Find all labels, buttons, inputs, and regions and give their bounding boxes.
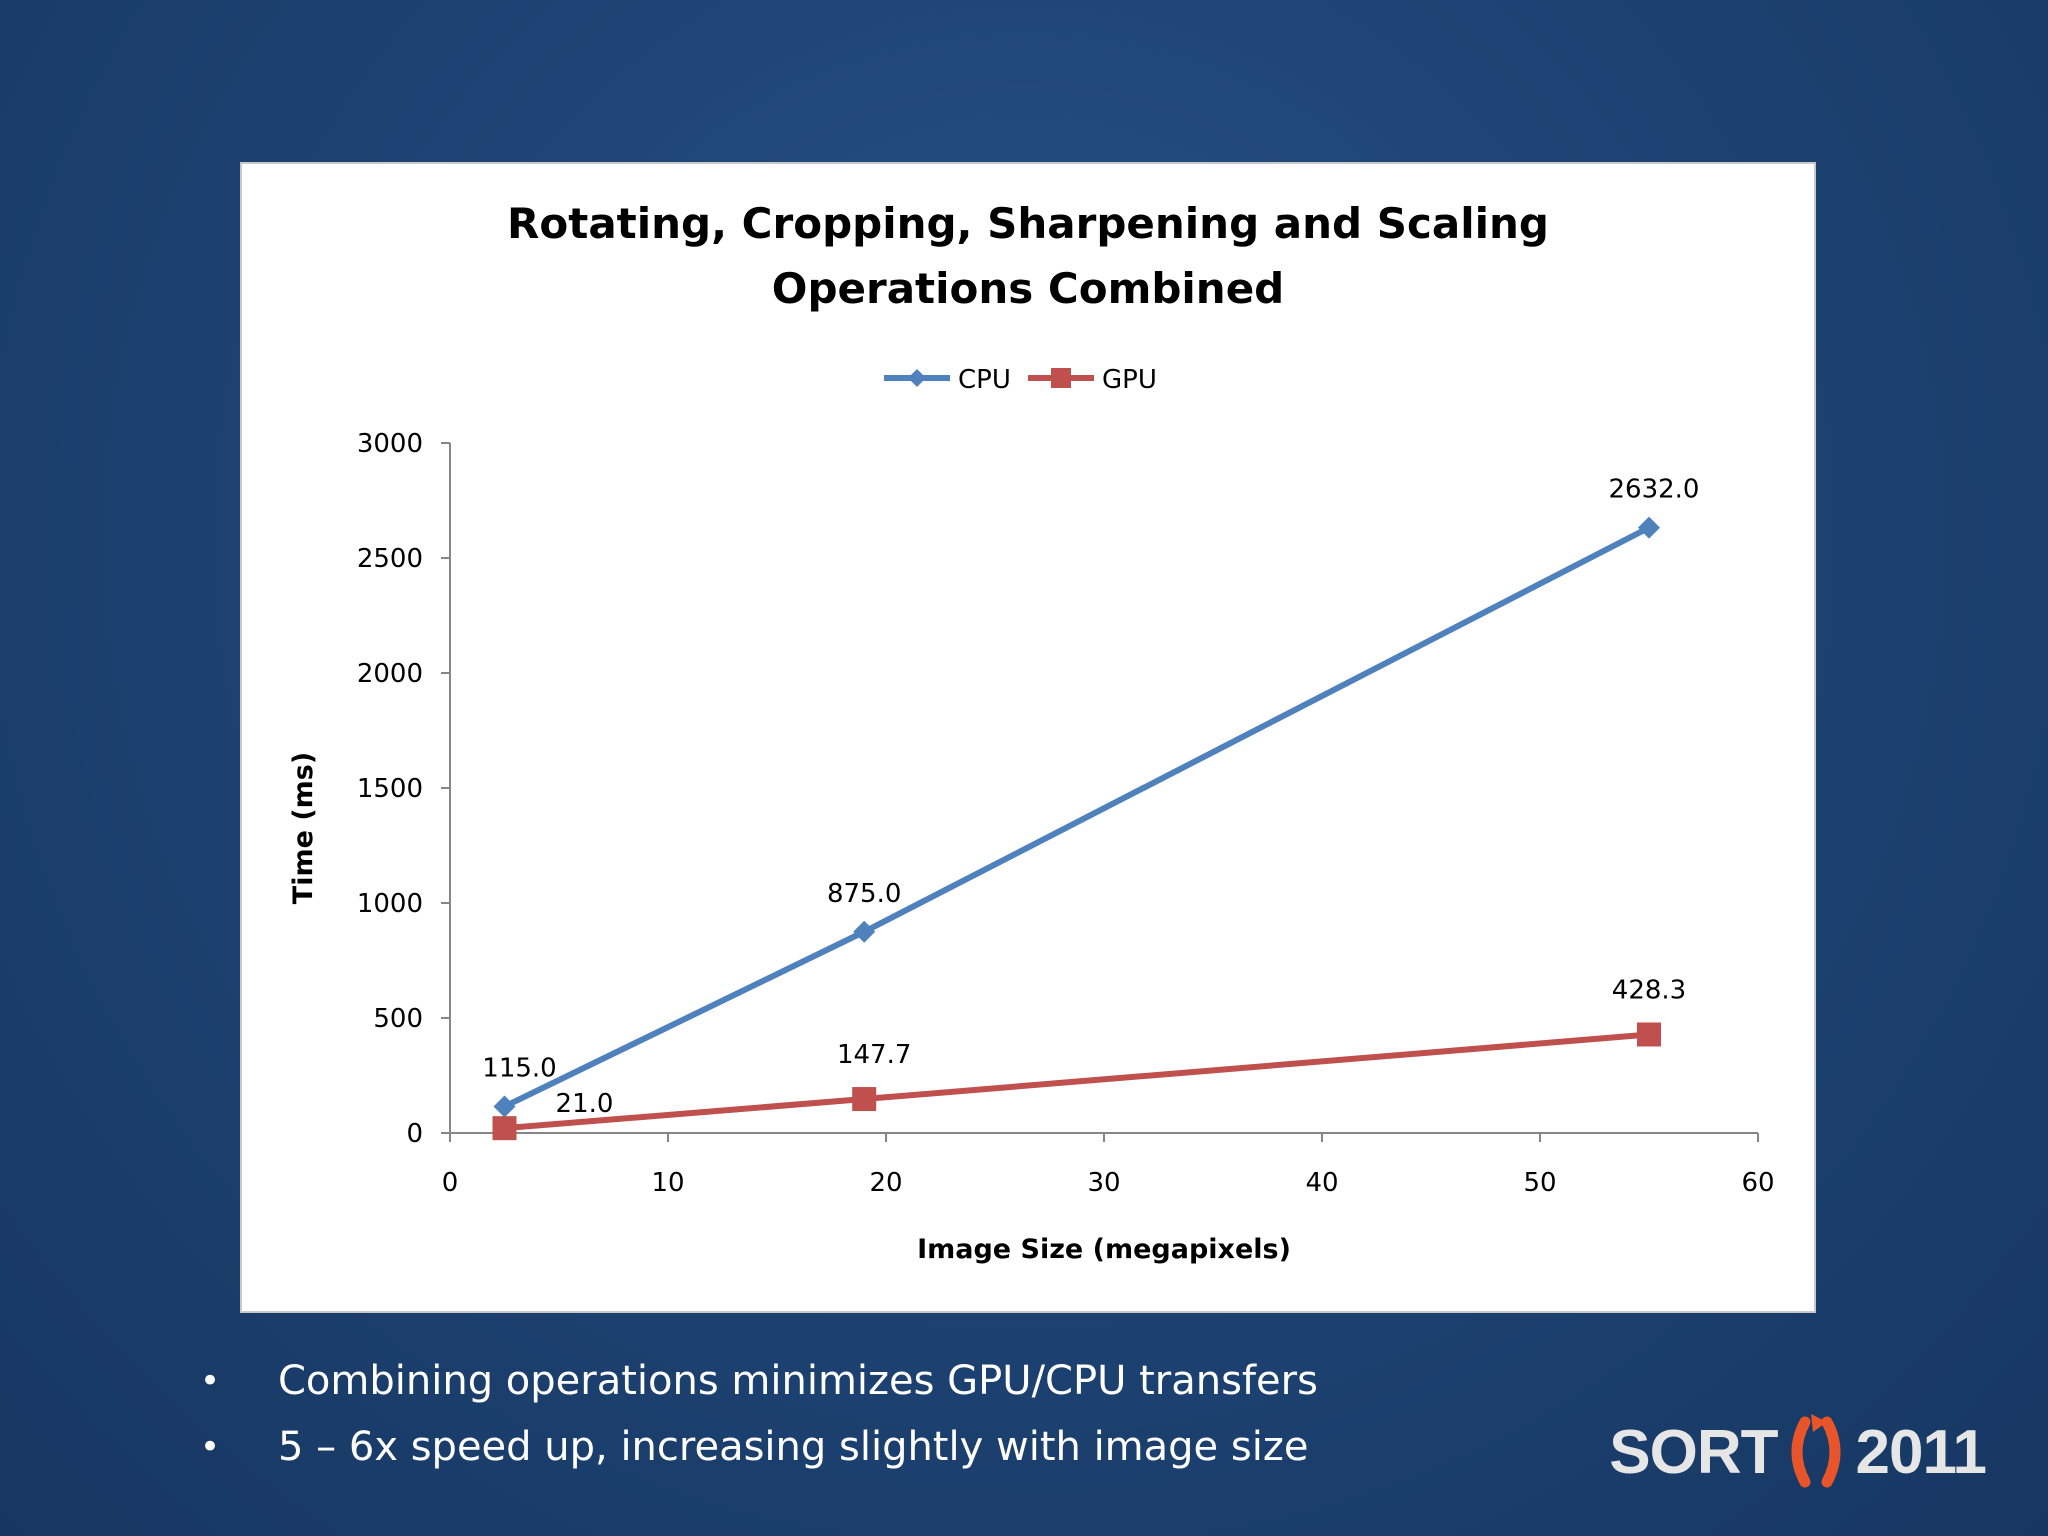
y-tick-label: 1000 — [357, 889, 423, 919]
data-point-cpu — [1638, 516, 1660, 539]
bracket-arrow-icon — [1792, 1414, 1841, 1488]
y-axis-label: Time (ms) — [288, 752, 319, 904]
chart-title-line: Operations Combined — [772, 264, 1285, 313]
legend-marker-gpu — [1051, 368, 1071, 388]
data-point-gpu — [492, 1116, 517, 1141]
x-axis-label: Image Size (megapixels) — [917, 1234, 1291, 1265]
data-label-gpu: 21.0 — [556, 1089, 614, 1119]
logo-text-left: SORT — [1609, 1417, 1778, 1487]
x-tick-label: 0 — [442, 1168, 459, 1198]
y-tick-label: 3000 — [357, 429, 423, 459]
legend-label-gpu: GPU — [1102, 365, 1157, 395]
legend-label-cpu: CPU — [958, 365, 1011, 395]
data-point-gpu — [852, 1087, 877, 1112]
data-point-cpu — [493, 1095, 516, 1118]
y-tick-label: 2000 — [357, 659, 423, 689]
data-point-gpu — [1637, 1022, 1661, 1047]
logo-text-right: 2011 — [1855, 1417, 1987, 1487]
y-tick-label: 500 — [373, 1004, 423, 1034]
series-line-gpu — [504, 1031, 1650, 1132]
y-tick-label: 2500 — [357, 544, 423, 574]
bullet-list: Combining operations minimizes GPU/CPU t… — [200, 1348, 1318, 1480]
x-tick-label: 40 — [1305, 1168, 1338, 1198]
sort-2011-logo: SORT 2011 — [1609, 1412, 1987, 1492]
legend-marker-cpu — [908, 369, 926, 387]
y-tick-label: 1500 — [357, 774, 423, 804]
x-tick-label: 30 — [1087, 1168, 1120, 1198]
x-tick-label: 60 — [1741, 1168, 1774, 1198]
x-tick-label: 20 — [869, 1168, 902, 1198]
bullet-item: Combining operations minimizes GPU/CPU t… — [200, 1348, 1318, 1414]
bullet-item: 5 – 6x speed up, increasing slightly wit… — [200, 1414, 1318, 1480]
chart-title-line: Rotating, Cropping, Sharpening and Scali… — [507, 199, 1549, 248]
data-label-gpu: 428.3 — [1612, 975, 1686, 1005]
y-tick-label: 0 — [406, 1119, 423, 1149]
x-tick-label: 50 — [1523, 1168, 1556, 1198]
data-label-cpu: 115.0 — [482, 1054, 556, 1084]
data-label-gpu: 147.7 — [837, 1040, 911, 1070]
line-chart: Rotating, Cropping, Sharpening and Scali… — [288, 199, 1775, 1265]
data-label-cpu: 875.0 — [827, 879, 901, 909]
x-tick-label: 10 — [651, 1168, 684, 1198]
series-line-cpu — [503, 524, 1651, 1110]
chart-frame: Rotating, Cropping, Sharpening and Scali… — [240, 162, 1816, 1313]
data-label-cpu: 2632.0 — [1609, 475, 1700, 505]
data-point-cpu — [853, 920, 876, 943]
